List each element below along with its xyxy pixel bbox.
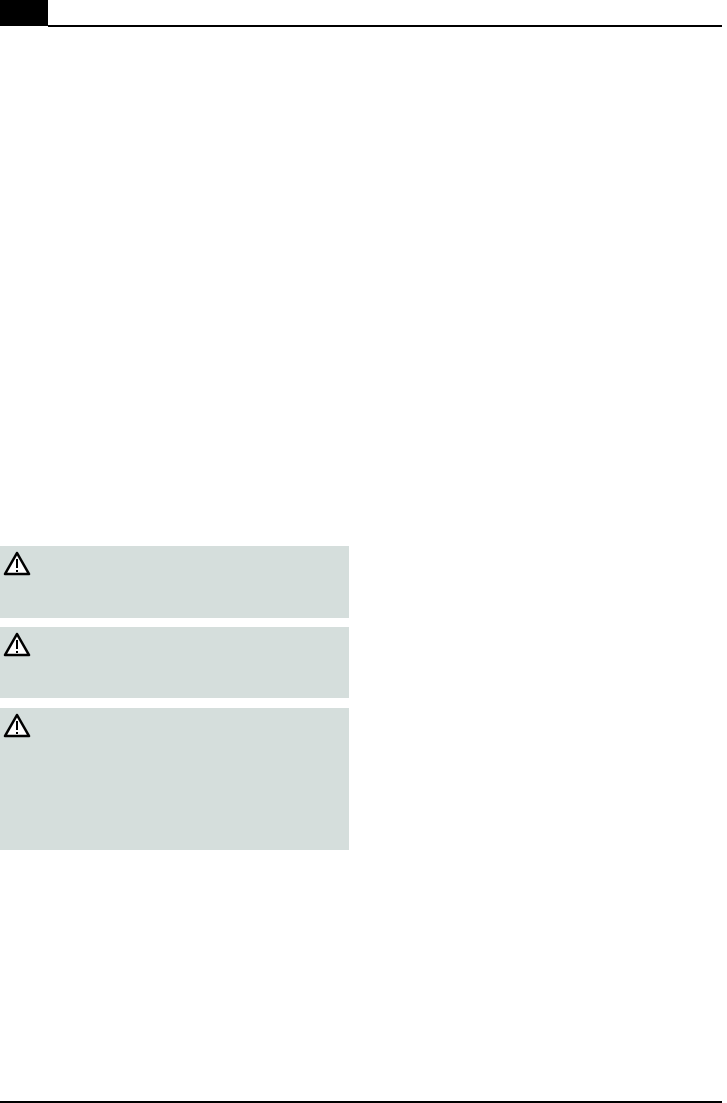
warning-triangle-icon <box>3 551 31 576</box>
warning-triangle-icon <box>3 632 31 657</box>
warning-note <box>0 546 349 618</box>
header-tab <box>0 0 48 26</box>
header-rule <box>48 25 722 27</box>
footer-rule <box>0 1101 722 1103</box>
warning-triangle-icon <box>3 713 31 738</box>
warning-note <box>0 708 349 850</box>
warning-note <box>0 627 349 698</box>
